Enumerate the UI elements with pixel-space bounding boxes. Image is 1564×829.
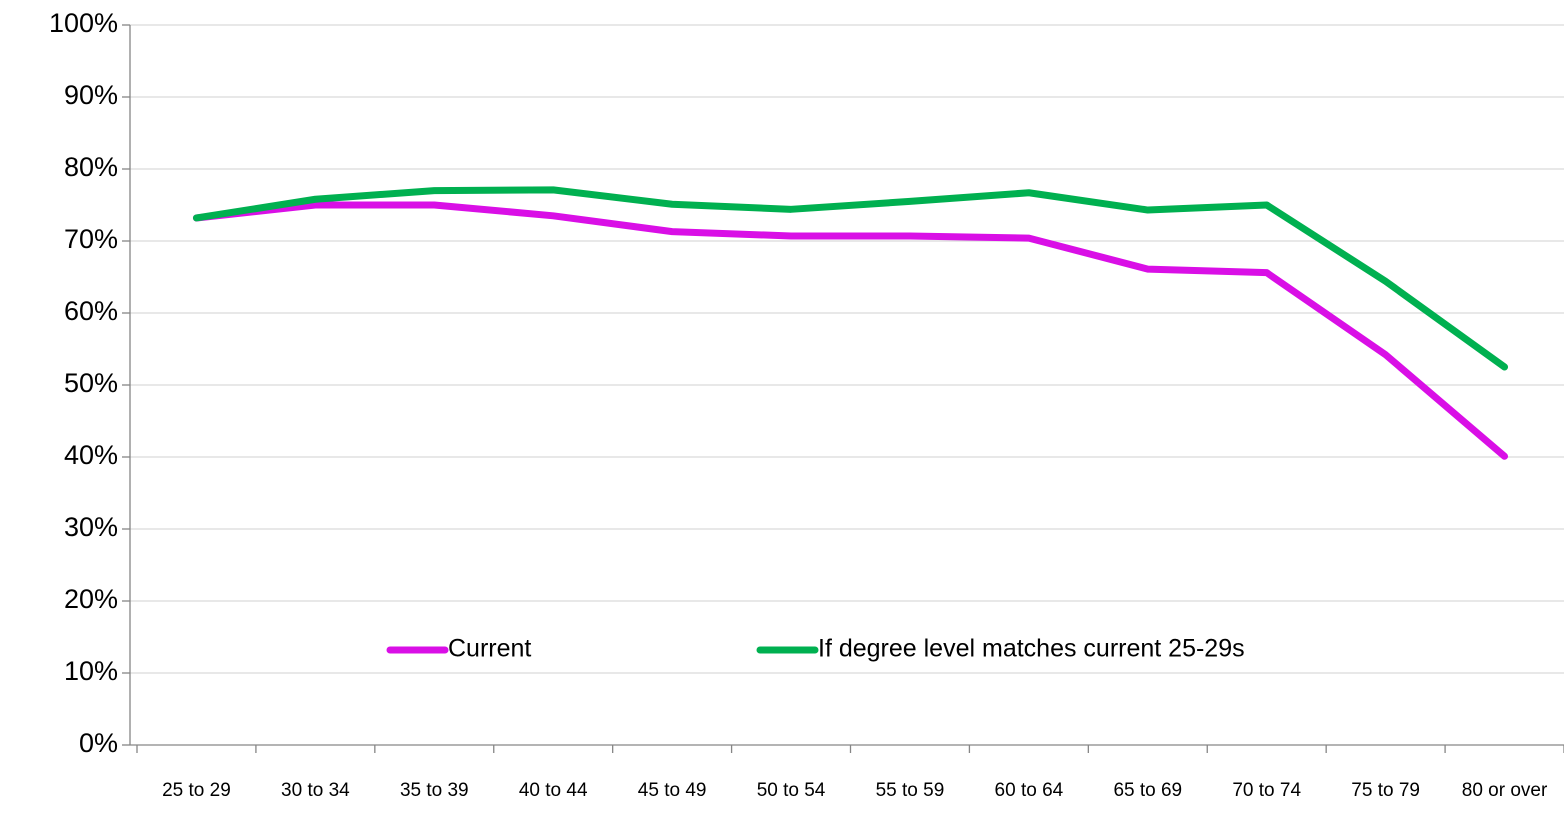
x-tick-label: 45 to 49	[638, 780, 707, 801]
y-tick-label: 40%	[64, 440, 118, 470]
line	[192, 186, 1509, 371]
y-tick-label: 80%	[64, 152, 118, 182]
y-tick-label: 100%	[49, 8, 118, 38]
x-tick-label: 35 to 39	[400, 780, 469, 801]
x-tick-label: 50 to 54	[757, 780, 826, 801]
x-tick-label: 65 to 69	[1113, 780, 1182, 801]
x-tick-label: 75 to 79	[1351, 780, 1420, 801]
y-tick-label: 90%	[64, 80, 118, 110]
y-tick-label: 60%	[64, 296, 118, 326]
legend-label: If degree level matches current 25-29s	[818, 635, 1245, 663]
x-tick-label: 30 to 34	[281, 780, 350, 801]
y-tick-label: 50%	[64, 368, 118, 398]
y-tick-label: 30%	[64, 512, 118, 542]
x-tick-label: 60 to 64	[995, 780, 1064, 801]
x-tick-label: 25 to 29	[162, 780, 231, 801]
legend-label: Current	[448, 635, 531, 663]
x-tick-label: 70 to 74	[1232, 780, 1301, 801]
x-tick-label: 80 or over	[1462, 780, 1548, 801]
line	[192, 201, 1509, 460]
y-tick-label: 20%	[64, 584, 118, 614]
y-tick-label: 70%	[64, 224, 118, 254]
y-tick-label: 0%	[79, 728, 118, 758]
x-tick-label: 40 to 44	[519, 780, 588, 801]
y-tick-label: 10%	[64, 656, 118, 686]
x-tick-label: 55 to 59	[876, 780, 945, 801]
